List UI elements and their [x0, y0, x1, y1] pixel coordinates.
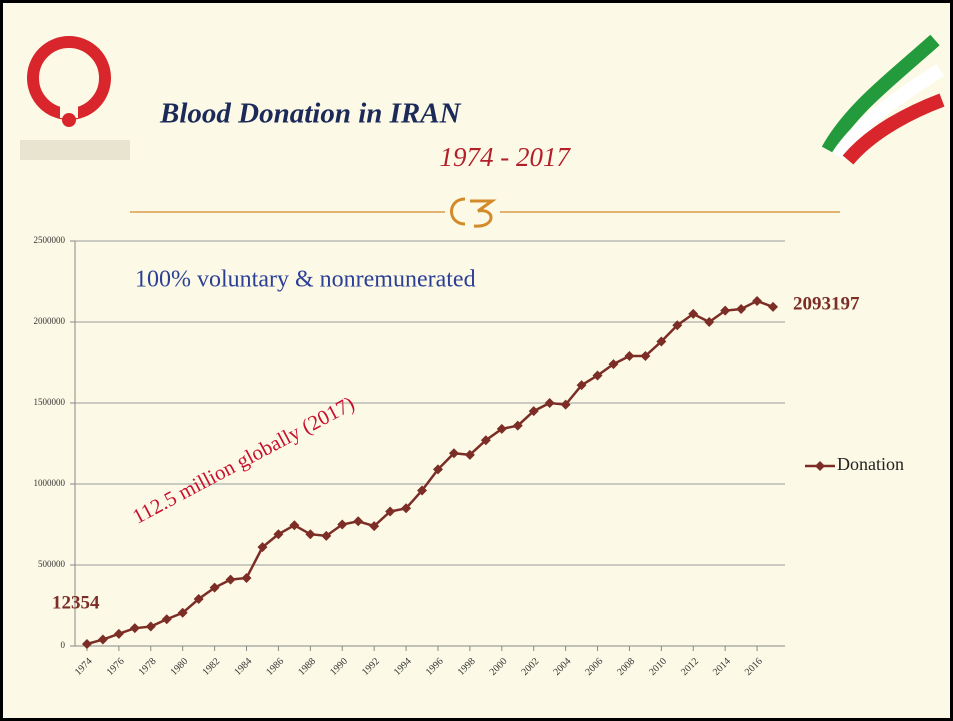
- data-point: [97, 634, 108, 645]
- data-point: [401, 503, 412, 514]
- data-point: [544, 398, 555, 408]
- data-point: [81, 638, 92, 649]
- data-point: [113, 628, 124, 639]
- data-point: [369, 521, 380, 532]
- data-point: [209, 582, 220, 593]
- y-tick-label: 2500000: [34, 235, 66, 245]
- data-point: [129, 623, 140, 634]
- data-point: [480, 435, 491, 446]
- data-point: [752, 295, 763, 306]
- title: Blood Donation in IRAN: [159, 98, 462, 130]
- data-point: [257, 542, 268, 553]
- data-point: [448, 448, 459, 459]
- data-point: [688, 308, 699, 319]
- data-point: [225, 574, 236, 585]
- logo-right: [821, 34, 945, 165]
- data-point: [385, 506, 396, 517]
- data-point: [177, 607, 188, 618]
- y-tick-label: 1000000: [34, 478, 66, 488]
- data-point: [417, 485, 428, 496]
- y-tick-label: 2000000: [34, 316, 66, 326]
- data-point: [464, 449, 475, 460]
- subtitle: 1974 - 2017: [440, 142, 572, 172]
- data-point: [512, 420, 523, 431]
- data-point: [672, 320, 683, 331]
- data-point: [305, 529, 316, 540]
- data-point: [656, 336, 667, 347]
- y-tick-label: 500000: [38, 559, 66, 569]
- data-point: [624, 351, 635, 362]
- data-point: [273, 529, 284, 540]
- data-label: 2093197: [793, 293, 860, 314]
- data-point: [528, 406, 539, 417]
- data-point: [592, 370, 603, 381]
- annotation: 100% voluntary & nonremunerated: [135, 267, 476, 293]
- data-point: [432, 464, 443, 475]
- divider: [130, 197, 840, 228]
- data-point: [241, 572, 252, 583]
- data-point: [289, 520, 300, 531]
- data-point: [608, 359, 619, 370]
- data-point: [496, 423, 507, 434]
- data-point: [704, 317, 715, 327]
- data-point: [161, 614, 172, 625]
- data-label: 12354: [52, 592, 100, 613]
- data-point: [720, 305, 731, 316]
- y-tick-label: 0: [61, 640, 66, 650]
- data-point: [640, 351, 651, 362]
- logo-left: [20, 36, 130, 160]
- data-point: [145, 621, 156, 632]
- data-point: [353, 516, 364, 527]
- data-point: [736, 304, 747, 315]
- data-point: [768, 301, 779, 312]
- data-point: [560, 399, 571, 410]
- data-point: [193, 594, 204, 605]
- y-tick-label: 1500000: [34, 397, 66, 407]
- legend-label: Donation: [837, 454, 904, 474]
- data-point: [337, 519, 348, 530]
- data-point: [321, 530, 332, 541]
- data-point: [576, 380, 587, 391]
- legend-marker: [815, 461, 825, 471]
